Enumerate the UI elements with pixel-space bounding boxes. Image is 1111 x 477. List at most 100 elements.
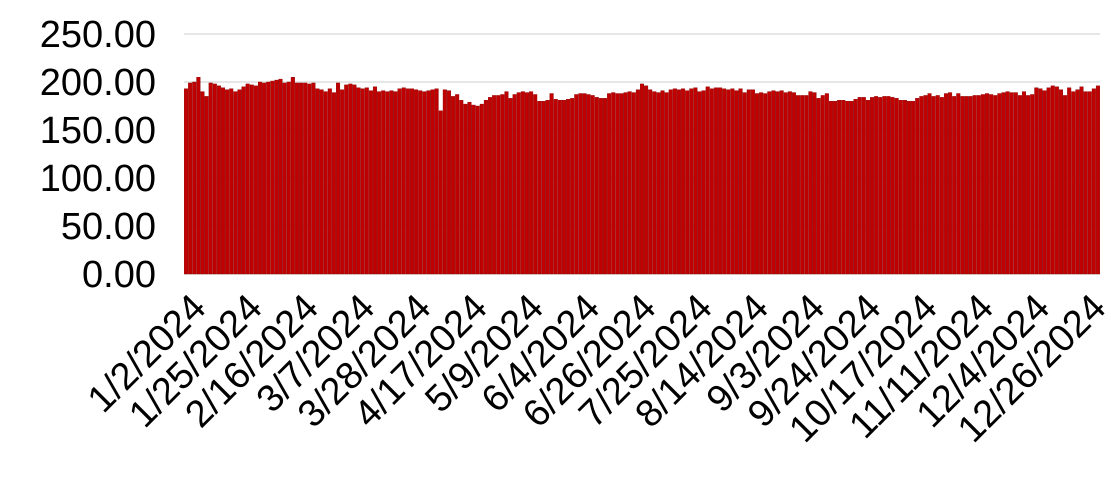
bar <box>701 90 706 275</box>
bar <box>1058 89 1063 275</box>
bar <box>964 96 969 275</box>
bar <box>648 89 653 275</box>
bar <box>266 81 271 275</box>
bar <box>196 76 201 275</box>
bar <box>221 87 226 275</box>
bar <box>968 96 973 275</box>
bar <box>726 89 731 275</box>
bar <box>676 89 681 275</box>
bar <box>1005 91 1010 275</box>
bar <box>849 100 854 275</box>
bar <box>796 95 801 275</box>
bar <box>524 92 529 275</box>
bar <box>960 96 965 275</box>
bar <box>307 83 312 275</box>
bar <box>722 88 727 275</box>
bar <box>364 87 369 275</box>
bar <box>660 90 665 275</box>
bar <box>512 94 517 275</box>
bar <box>911 100 916 275</box>
bar <box>1075 89 1080 275</box>
bar <box>225 89 230 275</box>
bar <box>672 88 677 275</box>
bar <box>504 91 509 275</box>
bar <box>290 76 295 275</box>
bar <box>212 83 217 275</box>
bar <box>1017 95 1022 275</box>
bar <box>1034 87 1039 275</box>
bar <box>368 90 373 275</box>
bar <box>639 83 645 275</box>
bar <box>775 91 780 275</box>
y-tick-label: 250.00 <box>40 14 156 56</box>
bar <box>348 83 353 275</box>
bar <box>253 85 258 275</box>
bar <box>590 95 595 275</box>
bar <box>488 97 493 275</box>
bar <box>779 90 784 275</box>
bar <box>397 88 402 275</box>
bar <box>644 85 649 275</box>
bar <box>327 88 332 275</box>
bar <box>315 88 320 275</box>
bar <box>319 89 324 275</box>
bar <box>759 92 764 275</box>
bar <box>894 98 899 275</box>
bar <box>861 97 866 275</box>
bar <box>270 80 275 275</box>
bar <box>664 92 669 275</box>
y-tick-label: 200.00 <box>40 62 156 104</box>
bar <box>611 92 616 275</box>
bar <box>939 97 944 275</box>
bar <box>229 88 234 275</box>
bar <box>734 90 739 275</box>
bar <box>323 91 328 275</box>
bar <box>1030 94 1035 275</box>
bar <box>471 104 476 275</box>
bar <box>1042 90 1047 275</box>
bar <box>282 82 287 275</box>
bar <box>755 93 760 275</box>
bar <box>385 91 390 275</box>
bar <box>438 110 443 275</box>
bar <box>311 82 316 275</box>
bar <box>824 93 829 275</box>
bar <box>483 100 488 275</box>
bar <box>582 93 587 275</box>
bar <box>730 88 735 275</box>
bar <box>545 100 550 275</box>
bar <box>956 93 961 275</box>
bar <box>373 86 378 275</box>
bar <box>418 90 423 275</box>
bar <box>434 88 439 275</box>
bar <box>492 95 497 275</box>
bar <box>890 97 895 275</box>
bar <box>874 96 879 275</box>
bar <box>804 95 809 275</box>
bar <box>906 100 912 275</box>
bar <box>344 84 349 275</box>
bar <box>980 94 985 275</box>
bar <box>713 87 718 275</box>
bar <box>767 91 772 275</box>
y-tick-label: 0.00 <box>82 254 156 296</box>
bar <box>233 91 238 275</box>
bar <box>931 96 936 275</box>
bar <box>426 90 431 275</box>
bar <box>656 92 661 275</box>
bar <box>1038 88 1043 275</box>
bar <box>812 92 817 275</box>
bar <box>763 93 768 275</box>
bar <box>837 100 842 275</box>
bar <box>389 90 394 275</box>
bar <box>857 97 862 275</box>
bar <box>520 91 525 275</box>
bar <box>184 88 189 275</box>
bar <box>274 79 279 275</box>
bar <box>336 82 341 275</box>
bar <box>783 92 788 275</box>
bar <box>750 89 755 275</box>
bar <box>409 88 414 275</box>
bar <box>1067 87 1072 275</box>
